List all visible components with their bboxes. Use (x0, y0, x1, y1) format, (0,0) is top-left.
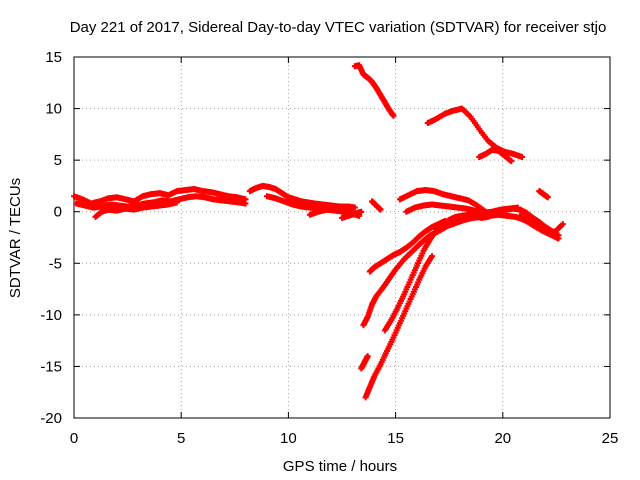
y-tick-label: 0 (54, 204, 62, 221)
data-point (390, 112, 397, 119)
series-arc-8 (351, 62, 397, 119)
series-arc-3 (92, 199, 180, 220)
data-points (71, 62, 566, 401)
y-tick-label: -10 (40, 307, 62, 324)
series-arc-9 (369, 198, 384, 213)
data-point (429, 253, 436, 260)
series-arc-19 (516, 212, 566, 236)
chart-title: Day 221 of 2017, Sidereal Day-to-day VTE… (70, 19, 607, 36)
x-tick-label: 25 (602, 430, 619, 447)
x-axis-label: GPS time / hours (283, 458, 397, 475)
y-tick-label: -5 (49, 255, 62, 272)
tick-labels: 0 5 10 15 20 25 -20 -15 -10 -5 0 5 10 15 (40, 49, 618, 447)
data-point (508, 158, 515, 165)
axes (73, 56, 611, 419)
y-tick-label: -20 (40, 410, 62, 427)
plot-frame (73, 56, 611, 419)
series-arc-10 (396, 187, 489, 215)
data-point (555, 232, 562, 239)
y-tick-label: -15 (40, 358, 62, 375)
data-point (364, 353, 371, 360)
x-tick-label: 20 (494, 430, 511, 447)
series-arc-7 (339, 208, 365, 221)
series-arc-16 (358, 353, 371, 372)
series-arc-20 (536, 188, 551, 201)
y-tick-label: 15 (45, 49, 62, 66)
data-point (358, 208, 365, 215)
data-point (173, 199, 180, 206)
y-tick-label: 10 (45, 101, 62, 118)
series-arc-15 (362, 253, 436, 401)
x-tick-label: 0 (70, 430, 78, 447)
data-point (559, 221, 566, 228)
x-tick-label: 15 (387, 430, 404, 447)
data-point (544, 194, 551, 201)
y-tick-label: 5 (54, 152, 62, 169)
data-point (242, 200, 249, 207)
data-point (377, 206, 384, 213)
x-tick-label: 5 (177, 430, 185, 447)
data-point (519, 154, 526, 161)
series-arc-18 (476, 146, 515, 165)
x-tick-label: 10 (280, 430, 297, 447)
y-axis-label: SDTVAR / TECUs (7, 178, 24, 298)
